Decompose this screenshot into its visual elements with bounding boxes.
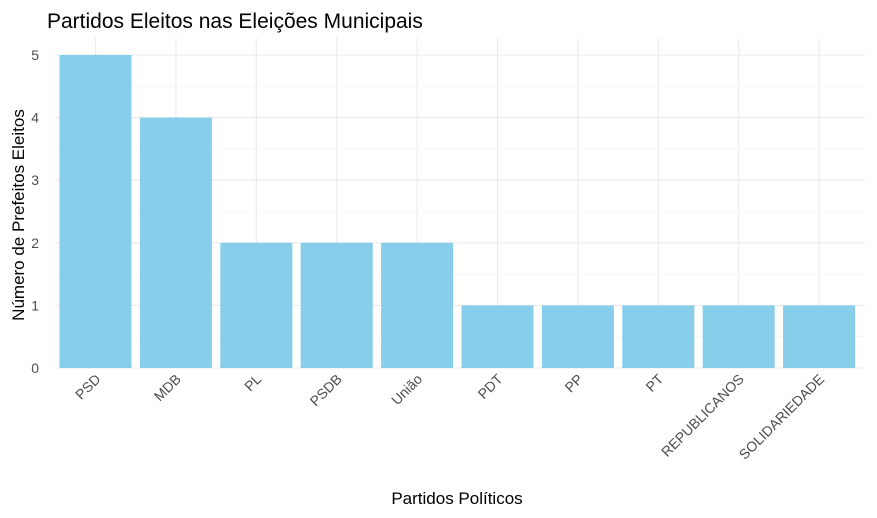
x-axis-ticks: PSD MDB PL PSDB União PDT PP PTREPUBLICANOSSOLI… [72,370,827,462]
bar-pp [541,305,614,368]
bar-pt [622,305,695,368]
x-axis-title: Partidos Políticos [391,489,522,508]
x-tick-label: PDT [475,370,506,401]
bar-psdb [300,242,373,368]
x-tick-label: PSD [72,371,104,403]
x-tick-label: PL [241,371,265,395]
y-tick-label: 0 [31,360,39,376]
bars [59,55,856,368]
x-tick-label: SOLIDARIEDADE [736,371,828,463]
chart-title: Partidos Eleitos nas Eleições Municipais [47,10,423,33]
bar-solidariedade [783,305,856,368]
y-tick-label: 5 [31,47,39,63]
y-tick-label: 1 [31,297,39,313]
x-tick-label: PT [642,370,666,394]
y-tick-label: 3 [31,172,39,188]
bar-mdb [139,117,212,368]
bar-pdt [461,305,534,368]
x-tick-label: REPUBLICANOS [658,371,747,460]
bar-psd [59,55,132,368]
bar-pl [220,242,293,368]
y-axis-title: Número de Prefeitos Eleitos [9,109,28,321]
y-axis-ticks: 0 1 2 3 4 5 [31,47,39,376]
x-tick-label: PP [561,371,586,396]
y-tick-label: 2 [31,235,39,251]
y-tick-label: 4 [31,110,39,126]
bar-republicanos [702,305,775,368]
x-tick-label: União [388,371,425,408]
bar-união [381,242,454,368]
x-tick-label: MDB [151,371,184,404]
x-tick-label: PSDB [307,371,345,409]
